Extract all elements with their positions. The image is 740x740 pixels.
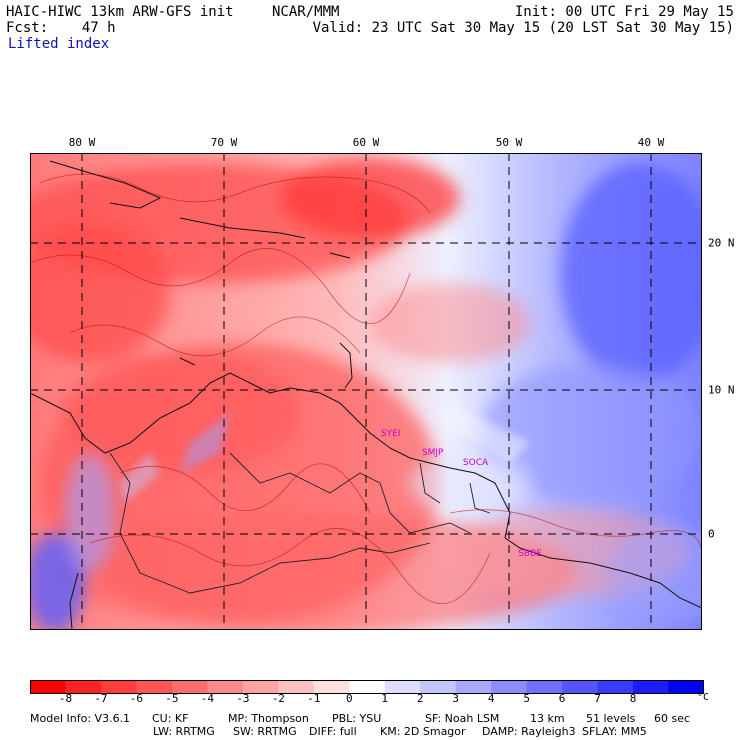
colorbar-swatch — [420, 680, 457, 694]
sf-scheme: SF: Noah LSM — [425, 712, 500, 725]
pbl-scheme: PBL: YSU — [332, 712, 382, 725]
colorbar-swatch — [384, 680, 421, 694]
station-label: SYEI — [380, 428, 401, 439]
sw-scheme: SW: RRTMG — [233, 725, 297, 738]
colorbar-swatch — [171, 680, 208, 694]
colorbar-swatch — [491, 680, 528, 694]
colorbar-tick-label: 0 — [345, 692, 353, 705]
lon-label-50w: 50 W — [495, 136, 523, 149]
colorbar-tick-label: 1 — [381, 692, 389, 705]
time-step: 60 sec — [654, 712, 691, 725]
contours — [30, 173, 702, 604]
country-borders — [109, 452, 491, 594]
colorbar-tick-label: 3 — [452, 692, 459, 705]
station-label: SMJP — [421, 447, 444, 458]
colorbar-swatch — [562, 680, 599, 694]
colorbar-tick-label: 7 — [594, 692, 601, 705]
colorbar-swatch — [100, 680, 137, 694]
damp-option: DAMP: Rayleigh3 — [482, 725, 576, 738]
map-frame — [30, 153, 702, 630]
init-time: Init: 00 UTC Fri 29 May 15 — [514, 4, 734, 20]
diff-option: DIFF: full — [309, 725, 357, 738]
forecast-hour: Fcst: 47 h — [6, 20, 116, 36]
lon-label-80w: 80 W — [68, 136, 96, 149]
colorbar-tick-label: 5 — [523, 692, 530, 705]
colorbar-swatch — [668, 680, 704, 694]
colorbar-tick-label: -3 — [236, 692, 250, 705]
colorbar-tick-label: 4 — [487, 692, 495, 705]
coastlines — [30, 160, 702, 630]
colorbar-unit: °C — [697, 692, 710, 703]
colorbar-swatch — [65, 680, 102, 694]
colorbar-tick-label: 6 — [558, 692, 566, 705]
lat-label-20n: 20 N — [708, 236, 735, 250]
vertical-levels: 51 levels — [586, 712, 636, 725]
lifted-index-map — [30, 153, 702, 630]
colorbar-tick-label: 8 — [629, 692, 637, 705]
colorbar-swatch — [136, 680, 173, 694]
colorbar-swatch — [455, 680, 492, 694]
lon-label-60w: 60 W — [352, 136, 380, 149]
lat-lon-grid — [30, 153, 702, 630]
colorbar-swatch — [242, 680, 279, 694]
colorbar-tick-label: -4 — [200, 692, 214, 705]
shading-field — [30, 153, 702, 630]
colorbar-tick-label: -8 — [58, 692, 73, 705]
lon-label-40w: 40 W — [637, 136, 665, 149]
colorbar — [30, 680, 704, 694]
colorbar-swatch — [349, 680, 386, 694]
colorbar-tick-label: -6 — [129, 692, 144, 705]
colorbar-tick-label: -7 — [94, 692, 108, 705]
lat-label-0: 0 — [708, 527, 715, 541]
colorbar-swatch — [313, 680, 350, 694]
resolution: 13 km — [530, 712, 565, 725]
lat-label-10n: 10 N — [708, 383, 735, 397]
colorbar-swatch — [597, 680, 634, 694]
model-info-label: Model Info: V3.6.1 — [30, 712, 131, 725]
colorbar-swatch — [207, 680, 244, 694]
station-label: SOCA — [462, 458, 489, 469]
cu-scheme: CU: KF — [152, 712, 189, 725]
variable-name: Lifted index — [8, 36, 110, 52]
colorbar-tick-label: -5 — [165, 692, 179, 705]
colorbar-swatch — [278, 680, 315, 694]
colorbar-tick-label: -2 — [271, 692, 285, 705]
valid-time: Valid: 23 UTC Sat 30 May 15 (20 LST Sat … — [312, 20, 734, 36]
colorbar-frame — [30, 680, 704, 694]
sflay-option: SFLAY: MM5 — [582, 725, 647, 738]
colorbar-swatch — [526, 680, 563, 694]
colorbar-tick-label: -1 — [307, 692, 321, 705]
colorbar-swatch — [633, 680, 670, 694]
colorbar-tick-label: 2 — [416, 692, 424, 705]
colorbar-swatch — [30, 680, 66, 694]
station-label: SBBE — [518, 549, 542, 560]
mp-scheme: MP: Thompson — [228, 712, 309, 725]
lon-label-70w: 70 W — [210, 136, 238, 149]
km-option: KM: 2D Smagor — [380, 725, 466, 738]
model-title: HAIC-HIWC 13km ARW-GFS init — [6, 4, 234, 20]
org-label: NCAR/MMM — [272, 4, 340, 20]
lw-scheme: LW: RRTMG — [153, 725, 215, 738]
